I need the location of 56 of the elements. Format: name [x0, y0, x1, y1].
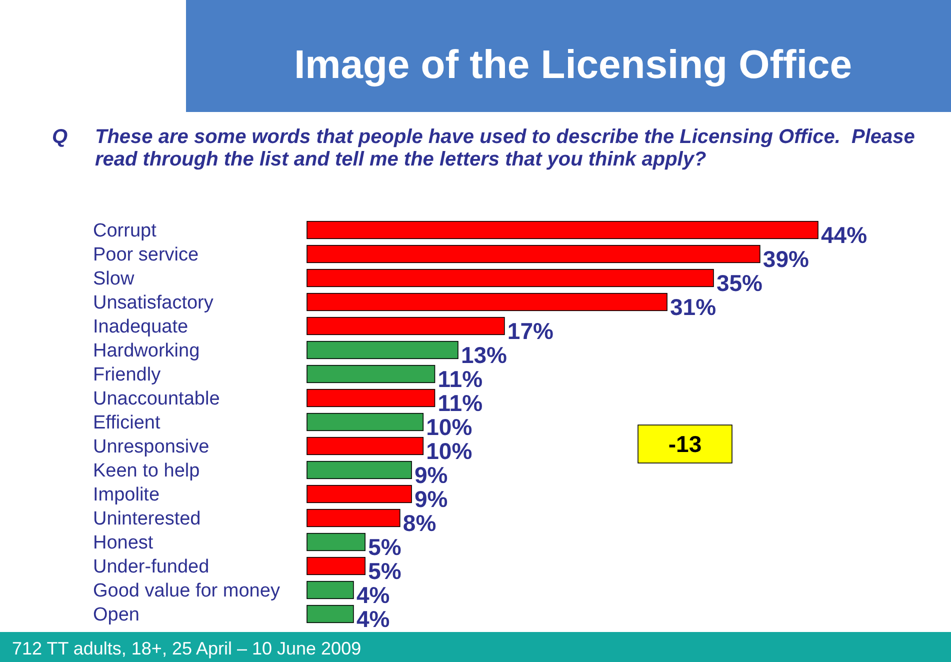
bar: [306, 292, 668, 312]
annotation: -13: [668, 431, 702, 458]
bar: [306, 484, 412, 504]
text: 712 TT adults, 18+, 25 April – 10 June 2009: [12, 638, 362, 658]
data-label: 10%: [426, 414, 472, 440]
data-label: 4%: [356, 606, 390, 632]
data-label: 44%: [821, 222, 868, 248]
y-tick-label: Slow: [93, 268, 134, 290]
data-label: 11%: [438, 366, 483, 392]
y-tick-label: Open: [93, 604, 140, 626]
bar: [306, 556, 366, 576]
bar: [306, 604, 354, 624]
y-tick-label: Corrupt: [93, 220, 158, 242]
data-label: 4%: [356, 582, 390, 608]
y-tick-label: Poor service: [93, 244, 199, 266]
bar: [306, 412, 424, 432]
data-label: 31%: [670, 294, 716, 320]
data-label: 10%: [426, 438, 472, 464]
data-label: 9%: [414, 462, 448, 488]
data-label: 11%: [438, 390, 483, 416]
chart-subtitle: These are some words that people have used to describe the Licensing Office. Please read through the list and tell me the letters that you think apply?: [95, 126, 915, 170]
bar: [306, 508, 400, 528]
y-tick-label: Unsatisfactory: [93, 292, 214, 314]
y-tick-label: Inadequate: [93, 316, 188, 338]
bar: [306, 532, 366, 552]
y-tick-label: Unaccountable: [93, 388, 220, 410]
y-tick-label: Uninterested: [93, 508, 201, 530]
data-label: 8%: [402, 510, 436, 536]
bar: [306, 268, 714, 288]
data-label: 9%: [414, 486, 448, 512]
bar: [306, 460, 412, 480]
y-tick-label: Efficient: [93, 412, 161, 434]
y-tick-label: Honest: [93, 532, 154, 554]
y-tick-label: Impolite: [93, 484, 160, 506]
y-tick-label: Friendly: [93, 364, 162, 386]
bar: [306, 436, 424, 456]
bar: [306, 220, 818, 240]
y-tick-label: Under-funded: [93, 556, 210, 578]
bar: [306, 244, 760, 264]
chart-title: Image of the Licensing Office: [294, 43, 852, 87]
bar: [306, 340, 458, 360]
bar: [306, 316, 505, 336]
data-label: 35%: [716, 270, 763, 296]
text: Q: [52, 126, 68, 148]
y-tick-label: Unresponsive: [93, 436, 210, 458]
y-tick-label: Good value for money: [93, 580, 280, 602]
bar: [306, 388, 436, 408]
data-label: 13%: [460, 342, 508, 368]
bar: [306, 364, 436, 384]
y-tick-label: Hardworking: [93, 340, 200, 362]
data-label: 17%: [507, 318, 554, 344]
y-tick-label: Keen to help: [93, 460, 200, 482]
data-label: 5%: [368, 534, 402, 560]
data-label: 39%: [762, 246, 809, 272]
bar: [306, 580, 354, 600]
data-label: 5%: [368, 558, 402, 584]
